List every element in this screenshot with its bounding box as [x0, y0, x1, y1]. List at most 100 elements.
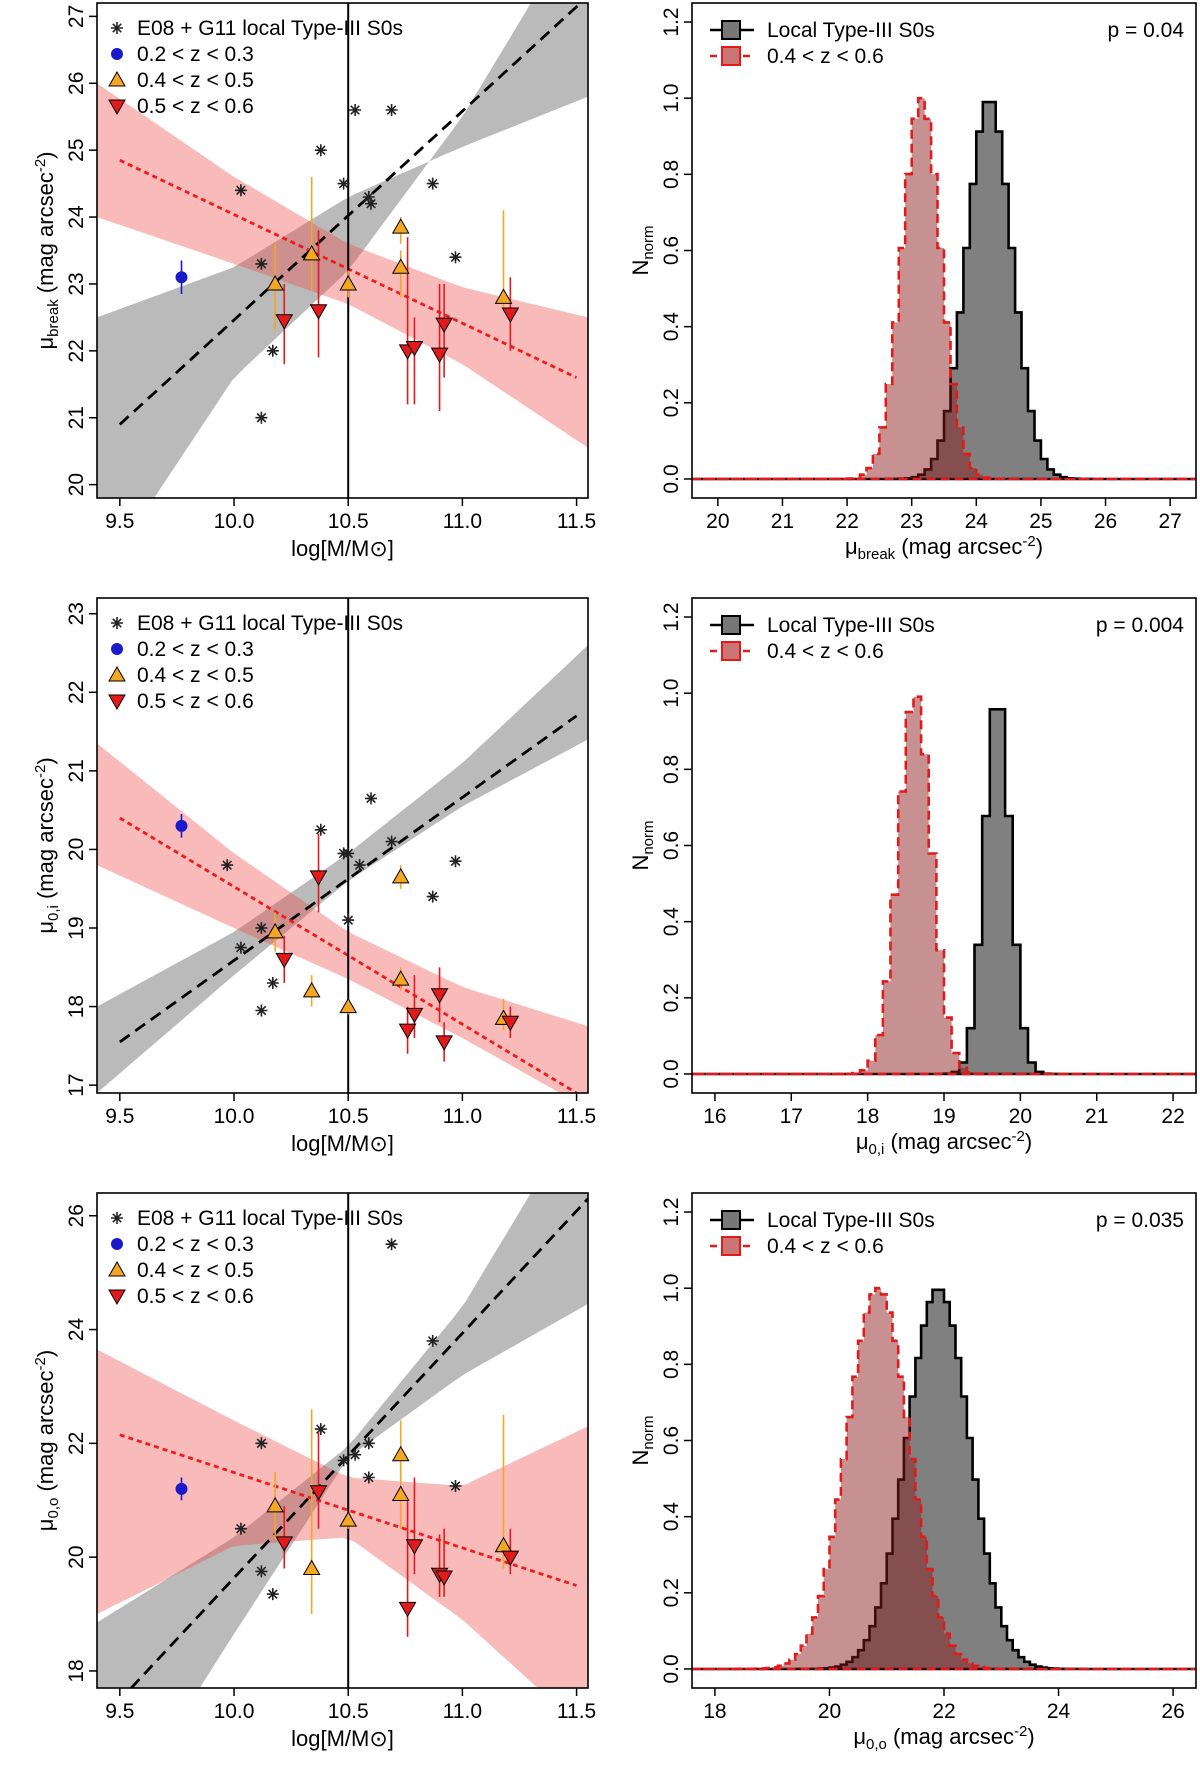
y-axis-label: μbreak (mag arcsec-2) — [32, 151, 62, 349]
local-s0-point — [426, 177, 439, 190]
local-s0-point — [255, 1004, 268, 1017]
local-s0-point — [426, 890, 439, 903]
local-s0-point — [449, 1480, 462, 1492]
scatter-panel-mu0i-vs-mass: 9.5 10.0 10.5 11.0 11.5 17 18 19 20 21 22 23 log[M/M… — [32, 597, 596, 1156]
local-s0-point — [234, 941, 247, 954]
y-axis-label: μ0,i (mag arcsec-2) — [32, 757, 62, 933]
x-axis-label: log[M/M⊙] — [291, 1131, 394, 1156]
local-s0-point — [266, 344, 279, 357]
y-tick-label: 20 — [65, 838, 88, 861]
midz-point — [391, 970, 410, 986]
scatter-panel-mu-break-vs-mass: 9.5 10.0 10.5 11.0 11.5 20 21 22 23 24 25 26 27 log[M… — [32, 2, 596, 561]
y-tick-label: 22 — [65, 1432, 88, 1455]
legend-local-swatch — [721, 1210, 741, 1230]
y-tick-label: 0.0 — [660, 464, 683, 493]
highz-point — [398, 1601, 417, 1618]
y-tick-label: 0.2 — [660, 388, 683, 417]
local-s0-point — [342, 847, 355, 860]
y-tick-label: 0.2 — [660, 1578, 683, 1607]
legend-label: 0.2 < z < 0.3 — [137, 43, 254, 66]
local-s0-point — [255, 411, 268, 424]
local-fit-band — [97, 3, 588, 498]
y-tick-label: 0.0 — [660, 1654, 683, 1683]
x-tick-label: 17 — [780, 1105, 803, 1128]
x-tick-label: 22 — [835, 510, 858, 533]
legend-label: Local Type-III S0s — [767, 614, 935, 637]
legend-label: E08 + G11 local Type-III S0s — [137, 612, 403, 635]
local-s0-point — [314, 144, 327, 157]
y-tick-label: 0.8 — [660, 160, 683, 189]
x-tick-label: 24 — [965, 510, 989, 533]
x-tick-label: 23 — [900, 510, 923, 533]
highz-point — [405, 340, 424, 357]
y-tick-label: 0.0 — [660, 1059, 683, 1088]
legend-label: 0.5 < z < 0.6 — [137, 1285, 254, 1308]
legend-local-swatch — [721, 615, 741, 635]
x-axis-label: log[M/M⊙] — [291, 1726, 394, 1751]
highz-point — [435, 1570, 453, 1587]
local-s0-point — [234, 1522, 247, 1535]
midz-point — [302, 244, 321, 261]
highz-fit-band — [97, 743, 588, 1093]
local-s0-point — [266, 977, 279, 989]
local-s0-point — [362, 191, 375, 203]
midz-point — [391, 258, 410, 274]
midz-point — [266, 1496, 284, 1513]
y-tick-label: 21 — [65, 759, 88, 782]
highz-point — [501, 1015, 520, 1032]
highz-point — [275, 1536, 294, 1552]
x-tick-label: 19 — [932, 1105, 955, 1128]
local-fit-band — [97, 645, 588, 1093]
local-s0-point — [234, 184, 247, 197]
plot-area — [97, 1193, 588, 1688]
highz-point — [405, 1539, 424, 1555]
x-tick-label: 24 — [1047, 1700, 1071, 1723]
y-axis-label: Nnorm — [628, 820, 657, 870]
y-tick-label: 0.6 — [660, 236, 683, 265]
local-s0-point — [449, 251, 462, 264]
scatter-panel-mu0o-vs-mass: 9.5 10.0 10.5 11.0 11.5 18 20 22 24 26 log[M/M⊙] μ0… — [32, 1192, 596, 1751]
legend-label: Local Type-III S0s — [767, 19, 935, 42]
legend-triangle-down-icon — [108, 694, 126, 711]
x-tick-label: 25 — [1029, 510, 1052, 533]
x-axis-label: μbreak (mag arcsec-2) — [845, 533, 1043, 563]
y-tick-label: 20 — [65, 1545, 88, 1568]
x-tick-label: 21 — [771, 510, 794, 533]
local-s0-point — [337, 1454, 350, 1467]
highz-point — [398, 1023, 417, 1040]
highz-fit-line — [119, 816, 578, 1093]
highz-point — [275, 314, 294, 330]
midz-point — [391, 1485, 410, 1502]
x-axis-label: log[M/M⊙] — [291, 536, 394, 561]
plot-area — [97, 598, 588, 1093]
plot-area — [692, 96, 1196, 481]
x-tick-label: 11.5 — [557, 1105, 596, 1128]
midz-point — [339, 1511, 358, 1527]
x-tick-label: 9.5 — [105, 510, 134, 533]
highz-histogram — [692, 96, 1196, 481]
local-s0-point — [385, 835, 398, 848]
local-s0-point — [426, 1334, 439, 1347]
x-tick-label: 22 — [1161, 1105, 1184, 1128]
legend: Local Type-III S0s 0.4 < z < 0.6 — [710, 1209, 935, 1258]
y-tick-label: 23 — [65, 272, 88, 295]
x-tick-label: 20 — [818, 1700, 841, 1723]
legend-label: 0.4 < z < 0.6 — [767, 1235, 884, 1258]
x-tick-label: 16 — [703, 1105, 726, 1128]
local-s0-point — [266, 1588, 279, 1601]
midz-point — [339, 274, 358, 291]
x-tick-label: 18 — [856, 1105, 879, 1128]
legend-label: 0.5 < z < 0.6 — [137, 690, 254, 713]
local-s0-point — [385, 104, 398, 116]
x-tick-label: 10.0 — [214, 1700, 255, 1723]
legend-label: 0.4 < z < 0.6 — [767, 640, 884, 663]
x-tick-label: 26 — [1094, 510, 1117, 533]
highz-point — [275, 952, 294, 969]
lowz-point — [175, 271, 188, 284]
legend-label: E08 + G11 local Type-III S0s — [137, 17, 403, 40]
legend-star-icon — [111, 22, 123, 34]
x-tick-label: 11.5 — [557, 1700, 596, 1723]
legend: E08 + G11 local Type-III S0s 0.2 < z < 0.… — [108, 1207, 403, 1308]
highz-point — [435, 1035, 453, 1051]
